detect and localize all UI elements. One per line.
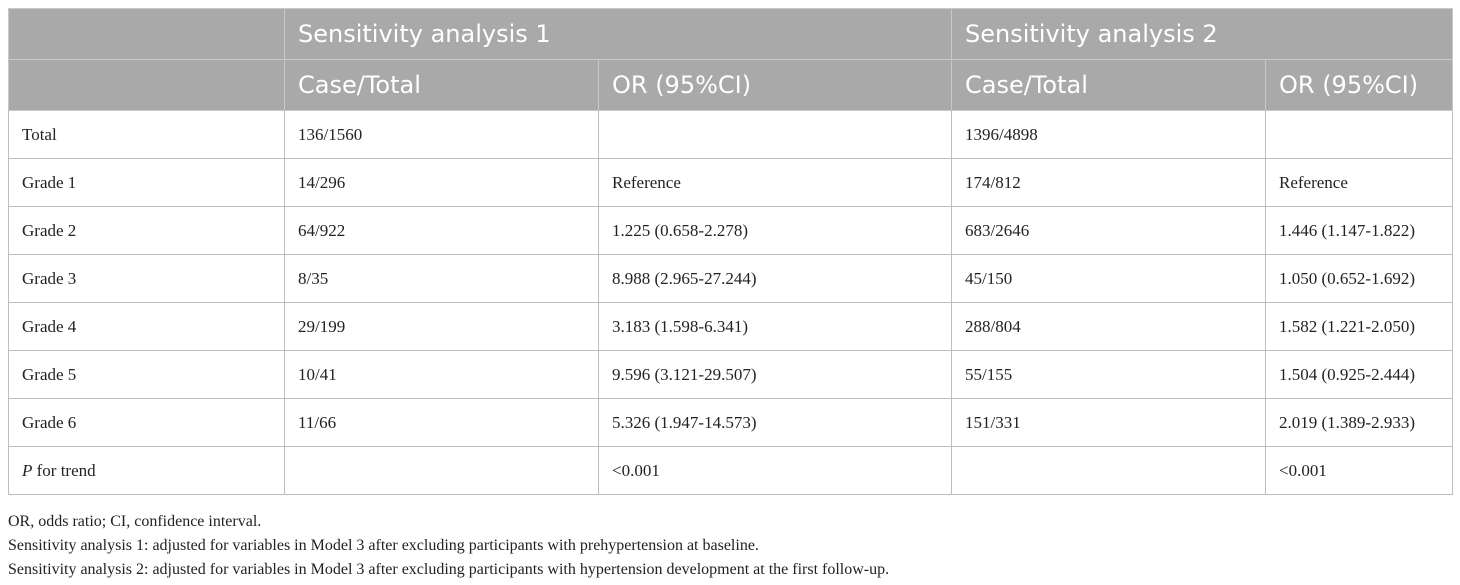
table-row: Grade 6 11/66 5.326 (1.947-14.573) 151/3… [8,398,1453,447]
header-empty-cell [8,8,285,60]
row-label: Grade 2 [8,206,285,255]
header-group-1: Sensitivity analysis 1 [284,8,952,60]
results-table-container: Sensitivity analysis 1 Sensitivity analy… [8,8,1453,495]
row-label: Total [8,110,285,159]
case-total-2: 151/331 [951,398,1266,447]
header-empty-cell [8,59,285,111]
p-italic-label: P [22,460,33,480]
header-or-2: OR (95%CI) [1265,59,1453,111]
or-1: 1.225 (0.658-2.278) [598,206,952,255]
case-total-2: 55/155 [951,350,1266,399]
or-2: Reference [1265,158,1453,207]
case-total-2 [951,446,1266,495]
or-2: 1.446 (1.147-1.822) [1265,206,1453,255]
table-row: Total 136/1560 1396/4898 [8,110,1453,159]
row-label: Grade 6 [8,398,285,447]
footnote-sensitivity-2: Sensitivity analysis 2: adjusted for var… [8,561,890,578]
p-trend-2: <0.001 [1265,446,1453,495]
row-label: P for trend [8,446,285,495]
header-case-total-2: Case/Total [951,59,1266,111]
column-header-row: Case/Total OR (95%CI) Case/Total OR (95%… [8,59,1453,111]
case-total-2: 174/812 [951,158,1266,207]
or-2 [1265,110,1453,159]
case-total-1: 11/66 [284,398,599,447]
case-total-2: 1396/4898 [951,110,1266,159]
case-total-1: 14/296 [284,158,599,207]
table-row: Grade 3 8/35 8.988 (2.965-27.244) 45/150… [8,254,1453,303]
case-total-1: 10/41 [284,350,599,399]
case-total-2: 45/150 [951,254,1266,303]
row-label: Grade 4 [8,302,285,351]
header-case-total-1: Case/Total [284,59,599,111]
group-header-row: Sensitivity analysis 1 Sensitivity analy… [8,8,1453,60]
or-1: 8.988 (2.965-27.244) [598,254,952,303]
p-trend-row: P for trend <0.001 <0.001 [8,446,1453,495]
case-total-2: 288/804 [951,302,1266,351]
or-1: 3.183 (1.598-6.341) [598,302,952,351]
or-2: 1.050 (0.652-1.692) [1265,254,1453,303]
sensitivity-analysis-table: Sensitivity analysis 1 Sensitivity analy… [8,8,1453,495]
row-label: Grade 3 [8,254,285,303]
or-1: 9.596 (3.121-29.507) [598,350,952,399]
or-1: 5.326 (1.947-14.573) [598,398,952,447]
footnote-abbreviations: OR, odds ratio; CI, confidence interval. [8,513,262,530]
case-total-1: 136/1560 [284,110,599,159]
table-row: Grade 5 10/41 9.596 (3.121-29.507) 55/15… [8,350,1453,399]
for-trend-label: for trend [32,460,96,480]
or-2: 2.019 (1.389-2.933) [1265,398,1453,447]
or-1: Reference [598,158,952,207]
table-footnotes: OR, odds ratio; CI, confidence interval.… [8,510,889,582]
case-total-1 [284,446,599,495]
table-row: Grade 4 29/199 3.183 (1.598-6.341) 288/8… [8,302,1453,351]
case-total-2: 683/2646 [951,206,1266,255]
p-trend-1: <0.001 [598,446,952,495]
footnote-sensitivity-1: Sensitivity analysis 1: adjusted for var… [8,537,759,554]
row-label: Grade 5 [8,350,285,399]
row-label: Grade 1 [8,158,285,207]
or-1 [598,110,952,159]
case-total-1: 8/35 [284,254,599,303]
or-2: 1.582 (1.221-2.050) [1265,302,1453,351]
header-group-2: Sensitivity analysis 2 [951,8,1453,60]
case-total-1: 64/922 [284,206,599,255]
table-row: Grade 2 64/922 1.225 (0.658-2.278) 683/2… [8,206,1453,255]
table-row: Grade 1 14/296 Reference 174/812 Referen… [8,158,1453,207]
case-total-1: 29/199 [284,302,599,351]
or-2: 1.504 (0.925-2.444) [1265,350,1453,399]
header-or-1: OR (95%CI) [598,59,952,111]
